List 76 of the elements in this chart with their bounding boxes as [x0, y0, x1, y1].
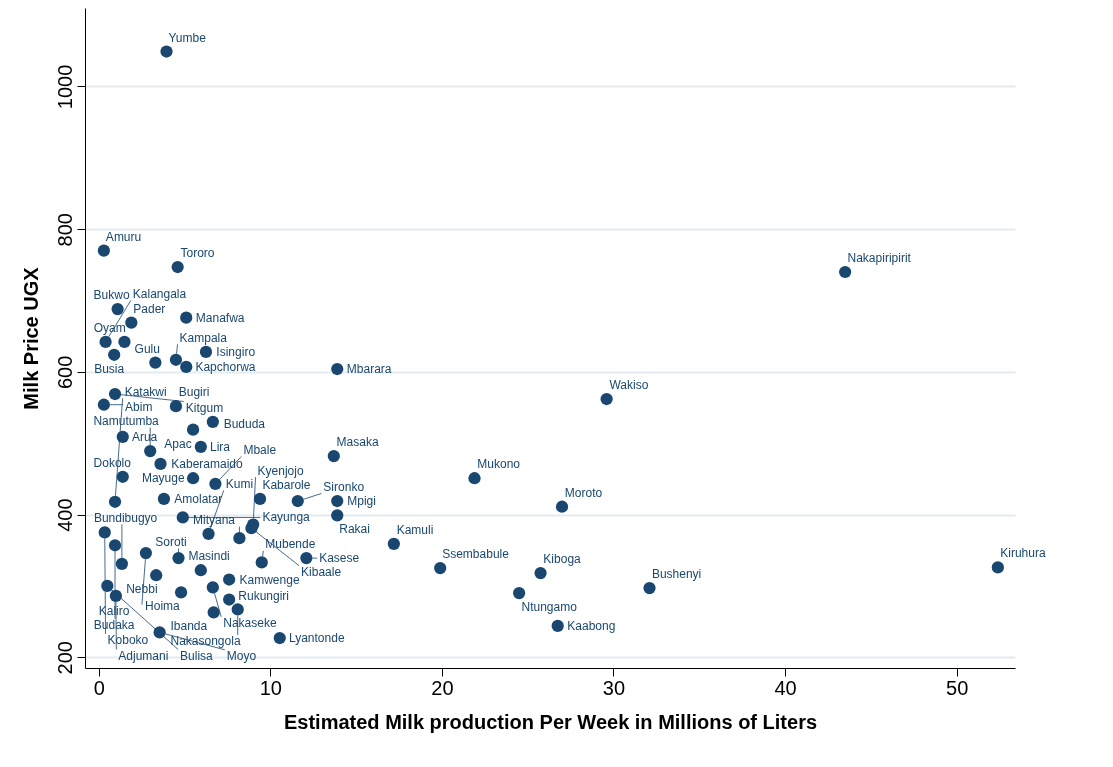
annotation: Arua	[131, 429, 158, 444]
annotation: Kapchorwa	[195, 359, 256, 374]
annotation: Kaberamaido	[171, 456, 243, 471]
annotation: Kayunga	[262, 510, 311, 525]
annotation: Kamuli	[396, 522, 434, 537]
annotation: Bulisa	[180, 648, 214, 663]
annotation: Manafwa	[195, 310, 245, 325]
x-tick-label: 20	[431, 676, 454, 699]
annotation: Kabarole	[262, 477, 311, 492]
x-tick-label: 10	[259, 676, 282, 699]
x-tick-label: 50	[946, 676, 969, 699]
y-tick-label: 600	[53, 355, 76, 390]
annotation: Kiboga	[543, 552, 582, 567]
annotation: Gulu	[134, 341, 160, 356]
annotation: Moyo	[226, 649, 257, 664]
annotation: Koboko	[107, 633, 149, 648]
annotation: Nakapiripirit	[847, 251, 912, 265]
annotation: Pader	[133, 301, 166, 316]
annotation: Isingiro	[216, 344, 256, 359]
annotation: Ssembabule	[442, 547, 510, 562]
annotation: Namutumba	[93, 414, 160, 429]
annotation: Oyam	[93, 320, 126, 335]
annotation: Yumbe	[168, 30, 207, 45]
y-axis-title: Milk Price UGX	[19, 266, 42, 410]
annotation: Mubende	[265, 537, 316, 552]
annotation: Apac	[164, 436, 192, 451]
y-tick-label: 200	[53, 641, 76, 675]
annotation: Kiruhura	[1000, 546, 1046, 561]
y-tick-label: 400	[53, 498, 76, 532]
annotation: Bundibugyo	[93, 510, 158, 525]
annotation: Kamwenge	[239, 572, 300, 587]
annotation: Lyantonde	[288, 631, 345, 646]
annotation: Bugiri	[178, 385, 210, 400]
annotation: Ntungamo	[521, 600, 578, 615]
annotation: Kalangala	[132, 286, 187, 301]
annotation: Rakai	[339, 522, 370, 537]
annotation: Soroti	[155, 535, 187, 550]
x-tick-label: 30	[602, 676, 626, 699]
annotation: Kitgum	[185, 401, 224, 416]
annotation: Kampala	[179, 330, 228, 345]
annotation: Dokolo	[93, 455, 132, 470]
x-axis-title: Estimated Milk production Per Week in Millions of Liters	[283, 710, 818, 733]
annotation: Bukwo	[93, 288, 130, 303]
annotation: Sironko	[323, 480, 365, 495]
x-tick-label: 40	[774, 676, 797, 699]
annotation: Masaka	[336, 435, 379, 450]
annotation: Kyenjojo	[257, 463, 304, 478]
annotation: Nebbi	[126, 582, 158, 597]
y-tick-label: 1000	[53, 64, 76, 110]
annotation: Mbale	[243, 442, 277, 457]
annotation: Rukungiri	[238, 588, 290, 603]
annotation: Mayuge	[141, 471, 185, 486]
annotation: Bushenyi	[651, 567, 702, 582]
annotation: Mukono	[477, 457, 521, 472]
annotation: Lira	[210, 439, 231, 454]
annotation: Masindi	[188, 549, 230, 564]
x-tick-label: 0	[93, 676, 105, 699]
annotation: Mpigi	[347, 494, 376, 509]
annotation: Amolatar	[174, 491, 223, 506]
annotation: Adjumani	[118, 648, 169, 663]
annotation: Wakiso	[609, 378, 649, 393]
annotation: Abim	[125, 399, 153, 414]
annotation: Kaabong	[567, 618, 616, 633]
annotation: Katakwi	[124, 384, 167, 399]
annotation: Kumi	[225, 476, 254, 491]
annotation: Busia	[94, 361, 125, 376]
annotation: Mbarara	[346, 362, 392, 377]
annotation: Amuru	[105, 229, 142, 244]
annotation: Ibanda	[170, 619, 208, 634]
annotation: Kasese	[319, 551, 360, 566]
annotation: Bududa	[223, 416, 266, 431]
annotation: Moroto	[564, 485, 603, 500]
annotation: Hoima	[145, 599, 181, 614]
annotation: Tororo	[180, 246, 215, 261]
y-tick-label: 800	[53, 213, 76, 247]
annotation: Kibaale	[301, 565, 342, 580]
